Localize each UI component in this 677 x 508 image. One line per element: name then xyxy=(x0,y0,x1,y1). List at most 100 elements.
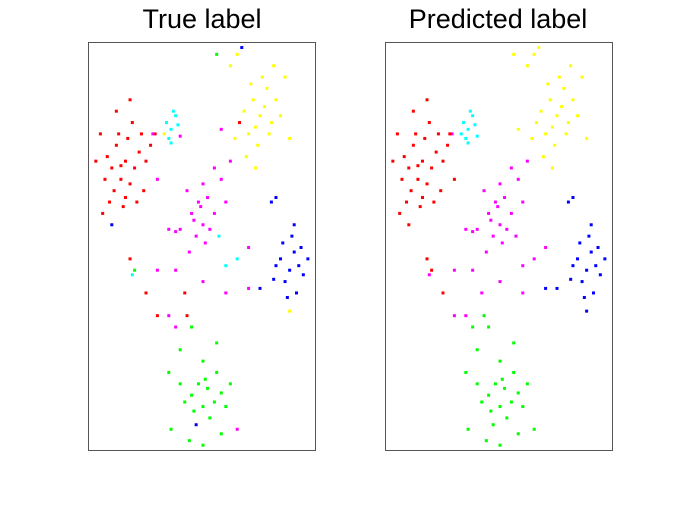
scatter-point xyxy=(196,200,200,204)
scatter-point xyxy=(464,314,468,318)
scatter-point xyxy=(498,182,502,186)
scatter-point xyxy=(169,141,173,145)
scatter-point xyxy=(153,132,157,136)
scatter-point xyxy=(496,205,500,209)
scatter-point xyxy=(171,109,175,113)
scatter-point xyxy=(301,273,305,277)
scatter-point xyxy=(169,427,173,431)
scatter-point xyxy=(247,246,251,249)
scatter-point xyxy=(594,264,598,268)
scatter-point xyxy=(119,164,123,168)
scatter-point xyxy=(430,166,434,170)
scatter-point xyxy=(475,348,479,352)
true-label-plot xyxy=(88,42,316,451)
scatter-point xyxy=(576,257,580,261)
scatter-point xyxy=(165,121,169,125)
scatter-point xyxy=(174,230,178,234)
scatter-point xyxy=(587,234,591,238)
scatter-point xyxy=(228,159,232,163)
scatter-point xyxy=(395,132,399,136)
scatter-point xyxy=(464,227,468,231)
scatter-point xyxy=(530,136,534,140)
scatter-point xyxy=(139,132,143,136)
scatter-point xyxy=(398,211,402,215)
scatter-point xyxy=(194,234,198,238)
scatter-point xyxy=(436,132,440,136)
scatter-point xyxy=(420,159,424,163)
scatter-point xyxy=(585,268,589,272)
scatter-point xyxy=(544,132,548,136)
scatter-point xyxy=(208,416,212,420)
scatter-point xyxy=(237,121,241,125)
scatter-point xyxy=(441,291,445,295)
scatter-point xyxy=(512,370,516,374)
scatter-point xyxy=(532,427,536,431)
scatter-point xyxy=(215,341,219,345)
scatter-point xyxy=(288,136,292,140)
scatter-point xyxy=(155,177,159,181)
scatter-point xyxy=(174,268,178,272)
scatter-point xyxy=(235,427,239,431)
scatter-point xyxy=(491,423,495,427)
scatter-point xyxy=(240,46,244,50)
scatter-point xyxy=(212,211,216,215)
scatter-point xyxy=(203,241,207,245)
scatter-point xyxy=(128,182,132,186)
scatter-point xyxy=(190,325,194,329)
scatter-point xyxy=(201,405,205,409)
scatter-point xyxy=(167,314,171,318)
scatter-point xyxy=(560,105,564,109)
scatter-point xyxy=(489,409,493,413)
scatter-point xyxy=(521,405,525,409)
scatter-point xyxy=(505,416,509,420)
scatter-point xyxy=(416,164,420,168)
scatter-point xyxy=(215,370,219,374)
scatter-point xyxy=(123,159,127,163)
scatter-point xyxy=(409,189,413,193)
scatter-point xyxy=(178,348,182,352)
scatter-point xyxy=(471,114,475,118)
scatter-point xyxy=(589,250,593,254)
scatter-point xyxy=(212,166,216,170)
scatter-point xyxy=(149,143,153,147)
scatter-point xyxy=(489,218,493,222)
scatter-point xyxy=(480,291,484,295)
scatter-point xyxy=(500,377,504,381)
scatter-point xyxy=(144,291,148,295)
scatter-point xyxy=(98,132,102,136)
scatter-point xyxy=(217,234,221,238)
scatter-point xyxy=(233,136,237,140)
scatter-point xyxy=(471,325,475,329)
scatter-point xyxy=(201,182,205,186)
scatter-point xyxy=(130,273,134,277)
scatter-point xyxy=(274,264,278,268)
scatter-point xyxy=(292,250,296,254)
scatter-point xyxy=(400,177,404,181)
scatter-point xyxy=(416,177,420,181)
scatter-point xyxy=(487,393,491,397)
scatter-point xyxy=(292,223,296,227)
scatter-point xyxy=(194,423,198,427)
scatter-point xyxy=(224,264,228,268)
scatter-point xyxy=(244,155,248,159)
scatter-point xyxy=(142,189,146,193)
scatter-point xyxy=(525,382,529,386)
scatter-point xyxy=(279,257,283,261)
scatter-point xyxy=(475,134,479,138)
scatter-point xyxy=(283,280,287,284)
scatter-point xyxy=(534,121,538,125)
scatter-point xyxy=(144,159,148,163)
scatter-point xyxy=(281,241,285,245)
scatter-point xyxy=(407,223,411,227)
predicted-label-scatter xyxy=(391,46,607,447)
scatter-point xyxy=(183,291,187,295)
scatter-point xyxy=(411,143,415,147)
scatter-point xyxy=(178,227,182,231)
scatter-point xyxy=(541,155,545,159)
scatter-point xyxy=(450,132,454,136)
scatter-point xyxy=(260,75,264,79)
scatter-point xyxy=(484,250,488,254)
scatter-point xyxy=(441,159,445,163)
scatter-point xyxy=(566,200,570,204)
scatter-point xyxy=(251,98,255,102)
